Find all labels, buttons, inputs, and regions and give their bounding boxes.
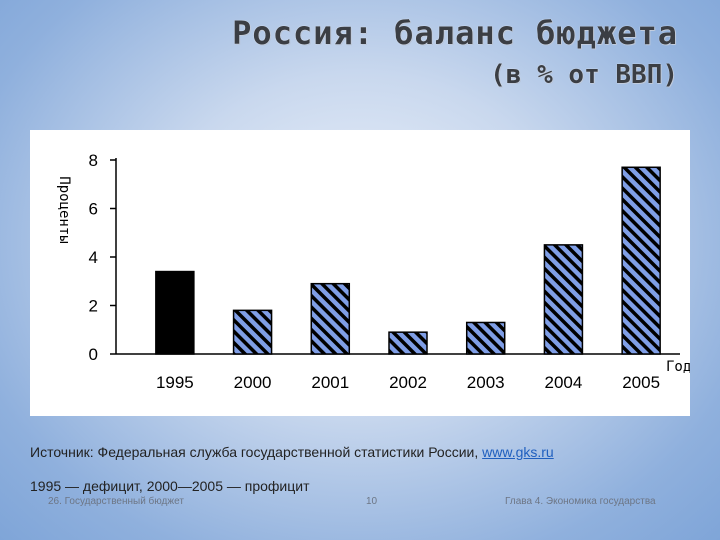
footer-chapter: Глава 4. Экономика государства (505, 496, 656, 507)
x-tick-label: 2000 (234, 373, 272, 392)
slide-subtitle: (в % от ВВП) (490, 60, 678, 90)
bar-2000 (232, 309, 273, 355)
x-tick-label: 2003 (467, 373, 505, 392)
chart-area: Проценты Год 0 2 4 6 8 1995 2000 2001 2002 2003 20… (30, 130, 690, 416)
x-tick-label: 2001 (311, 373, 349, 392)
y-tick-label: 8 (89, 151, 98, 170)
y-axis-label: Проценты (56, 176, 72, 243)
x-tick-label: 1995 (156, 373, 194, 392)
source-text: Источник: Федеральная служба государстве… (30, 444, 483, 460)
bar-chart: Проценты Год 0 2 4 6 8 1995 2000 2001 2002 2003 20… (56, 151, 690, 392)
bar-1995 (155, 270, 195, 355)
bar-2004 (543, 244, 584, 355)
footer-section: 26. Государственный бюджет (48, 496, 184, 507)
bar-2002 (388, 331, 428, 355)
y-tick-label: 0 (89, 345, 98, 364)
x-axis-label: Год (666, 359, 690, 375)
y-tick-label: 4 (89, 248, 98, 267)
y-tick-label: 2 (89, 297, 98, 316)
deficit-note: 1995 — дефицит, 2000—2005 — профицит (30, 478, 310, 494)
x-tick-label: 2004 (545, 373, 583, 392)
x-tick-label: 2005 (622, 373, 660, 392)
bar-2001 (310, 282, 351, 355)
slide-title: Россия: баланс бюджета (232, 14, 678, 52)
source-link[interactable]: www.gks.ru (482, 444, 554, 460)
y-tick-label: 6 (89, 200, 98, 219)
bar-2005 (621, 166, 661, 355)
source-line: Источник: Федеральная служба государстве… (30, 444, 710, 460)
footer-page-number: 10 (366, 496, 378, 507)
x-tick-label: 2002 (389, 373, 427, 392)
bar-2003 (465, 321, 506, 355)
